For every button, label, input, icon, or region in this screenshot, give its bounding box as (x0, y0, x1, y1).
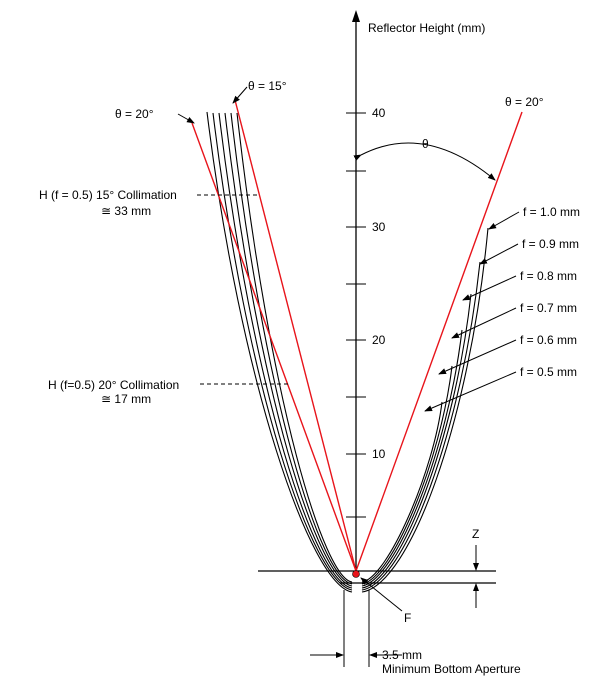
reflector-curve (236, 112, 353, 583)
reflector-curve (224, 112, 353, 587)
reflector-curve (206, 111, 353, 593)
z-label: Z (472, 527, 479, 541)
reflector-curve (361, 227, 489, 593)
focal-length-leader (462, 275, 517, 301)
focal-point-marker (352, 570, 360, 578)
axis-tick-label-30: 30 (372, 220, 386, 234)
axis-label: Reflector Height (mm) (368, 21, 485, 35)
focal-point-label: F (404, 611, 411, 625)
focal-length-label: f = 0.7 mm (520, 301, 577, 315)
ray-20-right (355, 111, 523, 572)
reflector-curve (361, 261, 481, 591)
aperture-label: Minimum Bottom Aperture (382, 662, 521, 676)
axis-tick-label-10: 10 (372, 447, 386, 461)
focal-length-leader (424, 371, 517, 412)
theta-left-leader (177, 113, 195, 124)
reflector-curves-left (206, 111, 353, 593)
axis-ticks (346, 112, 366, 518)
theta-left-label: θ = 20° (115, 107, 154, 121)
focal-length-label: f = 1.0 mm (523, 205, 580, 219)
reflector-curve (361, 365, 453, 585)
focal-length-label: f = 0.6 mm (520, 333, 577, 347)
reflector-curve (361, 329, 463, 587)
reflector-curves-right (361, 227, 489, 593)
focal-length-leader (479, 243, 519, 265)
reflector-curve (230, 112, 353, 585)
focal-length-label: f = 0.8 mm (520, 269, 577, 283)
theta-arc (353, 142, 496, 181)
focal-length-leader (488, 211, 520, 230)
collimation-20-value: ≅ 17 mm (101, 392, 151, 406)
ray-15-left (234, 99, 357, 572)
focal-length-leader (438, 339, 517, 375)
focal-length-label: f = 0.9 mm (522, 237, 579, 251)
reflector-curve (361, 401, 443, 583)
axis-arrowhead (352, 10, 360, 22)
ray-20-left (191, 122, 357, 572)
aperture-value: 3.5 mm (382, 648, 422, 662)
focal-length-label: f = 0.5 mm (520, 365, 577, 379)
collimation-15-label: H (f = 0.5) 15° Collimation (39, 188, 177, 202)
theta-right-label: θ = 20° (505, 95, 544, 109)
theta-top-leader (232, 86, 248, 104)
axis-tick-label-20: 20 (372, 333, 386, 347)
theta-center-label: θ (422, 137, 429, 151)
theta-top-label: θ = 15° (248, 79, 287, 93)
collimation-20-label: H (f=0.5) 20° Collimation (48, 378, 179, 392)
reflector-curve (218, 112, 353, 589)
axis-tick-label-40: 40 (372, 106, 386, 120)
reflector-curve (361, 293, 472, 589)
focal-point-leader (360, 577, 403, 612)
collimation-15-value: ≅ 33 mm (101, 204, 151, 218)
focal-length-leader (451, 307, 517, 339)
